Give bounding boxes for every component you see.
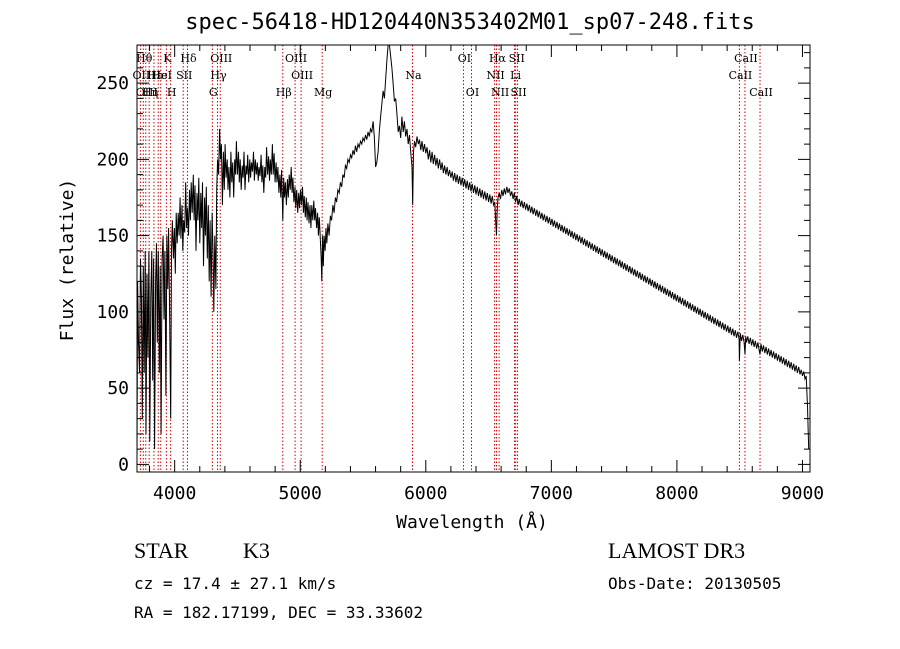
- y-axis-ticks: 0 50 100 150 200 250: [96, 52, 810, 475]
- x-tick-label: 9000: [781, 483, 824, 504]
- x-axis-label: Wavelength (Å): [396, 511, 548, 533]
- line-marker-label: Hθ: [136, 52, 153, 65]
- line-marker-label: SII: [176, 69, 192, 82]
- y-tick-label: 150: [96, 226, 129, 247]
- line-marker-label: CaII: [749, 86, 773, 99]
- y-tick-label: 100: [96, 302, 129, 323]
- line-marker-group: [139, 45, 761, 472]
- line-marker-label: Hε: [147, 69, 163, 82]
- x-tick-label: 7000: [530, 483, 573, 504]
- obs-date-text: Obs-Date: 20130505: [608, 574, 782, 593]
- line-marker-label: NII: [486, 69, 504, 82]
- line-marker-label: K: [163, 52, 172, 65]
- line-marker-label: NII: [491, 86, 509, 99]
- y-tick-label: 0: [118, 454, 129, 475]
- line-marker-label: Hδ: [180, 52, 197, 65]
- y-tick-label: 200: [96, 149, 129, 170]
- line-marker-label: OIII: [291, 69, 313, 82]
- line-marker-label: H: [167, 86, 177, 99]
- x-tick-label: 5000: [279, 483, 322, 504]
- x-axis-ticks: 4000 5000 6000 7000 8000 9000: [149, 45, 824, 504]
- plot-frame: [136, 44, 811, 473]
- line-marker-label: OIII: [210, 52, 232, 65]
- line-marker-label: Na: [405, 69, 422, 82]
- line-marker-label: CaII: [734, 52, 758, 65]
- line-marker-label: OIII: [136, 86, 158, 99]
- x-tick-label: 8000: [655, 483, 698, 504]
- line-marker-label: He: [151, 69, 167, 82]
- redshift-text: cz = 17.4 ± 27.1 km/s: [134, 574, 337, 593]
- spectrum-line: [136, 44, 810, 457]
- line-marker-label: SII: [509, 52, 525, 65]
- line-marker-label: Hβ: [276, 86, 292, 99]
- line-marker-label: OIII: [285, 52, 307, 65]
- object-subclass: K3: [243, 538, 270, 563]
- line-marker-label: G: [209, 86, 218, 99]
- line-marker-label: Mg: [314, 86, 332, 99]
- survey-name: LAMOST DR3: [608, 538, 746, 563]
- line-marker-label: OI: [458, 52, 471, 65]
- x-tick-label: 6000: [404, 483, 447, 504]
- y-tick-label: 50: [107, 378, 129, 399]
- line-marker-label: CaII: [729, 69, 753, 82]
- line-marker-label-group: OIIHθOIIIHηHεHeHeIKHSIIHδGHγOIIIHβOIIIOI…: [133, 52, 773, 99]
- line-marker-label: HeI: [152, 69, 172, 82]
- chart-title: spec-56418-HD120440N353402M01_sp07-248.f…: [185, 10, 755, 35]
- object-class: STAR: [134, 538, 189, 563]
- y-tick-label: 250: [96, 73, 129, 94]
- line-marker-label: Hα: [489, 52, 507, 65]
- line-marker-label: Li: [510, 69, 521, 82]
- line-marker-label: OI: [466, 86, 479, 99]
- line-marker-label: Hη: [142, 86, 158, 99]
- y-axis-label: Flux (relative): [57, 179, 78, 342]
- x-tick-label: 4000: [153, 483, 196, 504]
- line-marker-label: SII: [510, 86, 526, 99]
- coordinates-text: RA = 182.17199, DEC = 33.33602: [134, 603, 423, 622]
- line-marker-label: Hγ: [210, 69, 227, 82]
